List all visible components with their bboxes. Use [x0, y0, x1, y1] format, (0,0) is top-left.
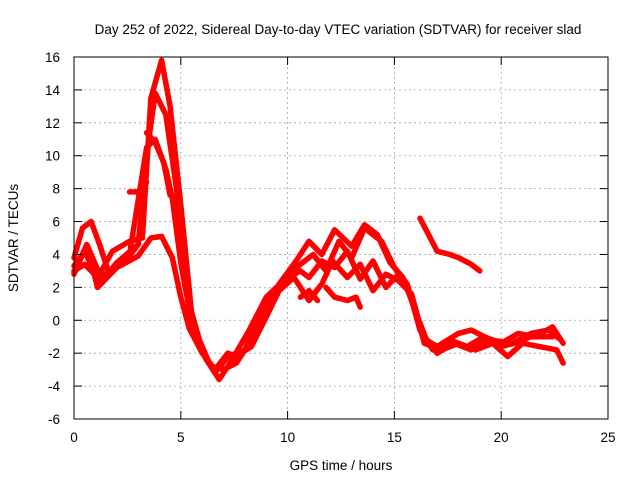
y-tick-label: 6: [52, 215, 60, 230]
series-line-series-4: [71, 233, 556, 373]
chart-title: Day 252 of 2022, Sidereal Day-to-day VTE…: [95, 22, 582, 37]
series-layer: [71, 57, 566, 383]
y-axis-label: SDTVAR / TECUs: [6, 184, 21, 293]
y-tick-label: 2: [52, 280, 60, 295]
series-line-series-6: [126, 179, 150, 195]
series-line-series-10: [417, 215, 483, 274]
x-tick-label: 15: [387, 430, 402, 445]
plot-frame: [73, 56, 609, 420]
series-line-series-9: [323, 284, 363, 310]
x-tick-label: 25: [600, 430, 615, 445]
x-tick-label: 0: [70, 430, 78, 445]
x-tick-label: 20: [494, 430, 509, 445]
y-tick-label: -4: [48, 379, 60, 394]
y-tick-label: 4: [52, 247, 60, 262]
series-line-series-1: [71, 57, 564, 376]
y-tick-label: 0: [52, 313, 60, 328]
y-tick-label: 12: [45, 116, 60, 131]
x-tick-label: 5: [177, 430, 185, 445]
ticks: [73, 56, 609, 420]
y-tick-label: -6: [48, 412, 60, 427]
series-line-series-5: [71, 218, 141, 274]
y-tick-label: 10: [45, 149, 60, 164]
x-tick-label: 10: [280, 430, 295, 445]
y-tick-label: 8: [52, 182, 60, 197]
series-line-series-7: [143, 129, 173, 198]
series-line-series-8: [297, 287, 321, 304]
y-tick-label: 14: [45, 83, 61, 98]
x-axis-label: GPS time / hours: [290, 458, 393, 473]
y-tick-labels: -6 -4 -2 0 2 4 6 8 10 12 14 16: [45, 50, 61, 427]
x-tick-labels: 0 5 10 15 20 25: [70, 430, 615, 445]
y-tick-label: -2: [48, 346, 60, 361]
grid: [74, 57, 608, 419]
y-tick-label: 16: [45, 50, 60, 65]
